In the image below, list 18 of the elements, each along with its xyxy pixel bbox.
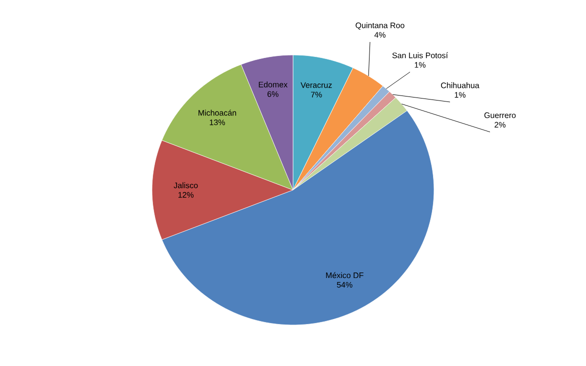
data-label: 4%: [374, 32, 386, 38]
data-label: 7%: [311, 92, 322, 98]
data-label: 54%: [336, 282, 352, 288]
data-label: 6%: [268, 91, 278, 97]
slice-label: Michoacán: [198, 110, 236, 116]
data-label: 13%: [210, 120, 225, 126]
data-label: 2%: [494, 122, 506, 128]
slice-label: Chihuahua: [441, 82, 480, 88]
slice-label: Veracruz: [300, 82, 332, 88]
slice-label: Jalisco: [174, 182, 198, 188]
data-label: 1%: [454, 92, 466, 98]
slice-label: México DF: [326, 272, 364, 278]
slice-label: Guerrero: [484, 112, 516, 118]
data-label: 1%: [414, 62, 426, 68]
data-label: 12%: [178, 192, 194, 198]
slice-label: San Luis Potosí: [392, 52, 448, 58]
slice-label: Edomex: [258, 82, 288, 88]
slice-label: Quintana Roo: [356, 22, 404, 30]
